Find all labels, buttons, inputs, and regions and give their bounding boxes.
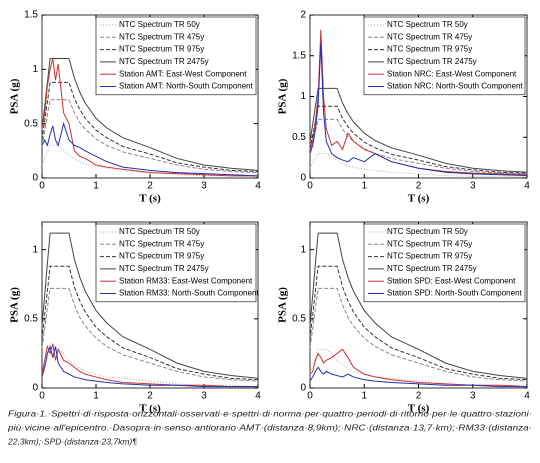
y-tick-label: 2	[300, 10, 306, 21]
x-axis-label: T (s)	[139, 193, 161, 205]
y-axis-label: PSA (g)	[277, 287, 289, 323]
y-tick-label: 0	[32, 173, 38, 184]
y-tick-label: 1	[32, 64, 38, 75]
y-tick-label: 0.5	[292, 313, 306, 324]
legend-label: Station RM33: North-South Component	[119, 289, 259, 298]
x-tick-label: 2	[416, 181, 422, 192]
x-tick-label: 0	[307, 181, 313, 192]
x-tick-label: 3	[470, 181, 476, 192]
x-tick-label: 1	[93, 391, 99, 402]
series-line	[309, 366, 527, 388]
series-line	[41, 58, 258, 177]
y-tick-label: 0.5	[24, 118, 38, 129]
y-tick-label: 1	[300, 244, 306, 255]
y-tick-label: 0.5	[24, 313, 38, 324]
legend-label: Station RM33: East-West Component	[119, 276, 253, 285]
legend-label: Station AMT: North-South Component	[119, 82, 254, 91]
x-tick-label: 4	[255, 181, 261, 192]
legend-box	[363, 223, 526, 303]
legend-label: NTC Spectrum TR 2475y	[119, 57, 209, 66]
legend-label: NTC Spectrum TR 50y	[387, 20, 468, 29]
legend-label: NTC Spectrum TR 475y	[119, 32, 204, 41]
series-line	[41, 348, 259, 388]
series-line	[41, 344, 258, 388]
x-tick-label: 3	[201, 391, 207, 402]
legend-label: NTC Spectrum TR 50y	[119, 20, 200, 29]
series-line	[309, 287, 528, 382]
legend-label: NTC Spectrum TR 2475y	[387, 57, 477, 66]
y-axis-label: PSA (g)	[9, 287, 21, 323]
legend-label: NTC Spectrum TR 975y	[387, 252, 472, 261]
legend-label: NTC Spectrum TR 2475y	[119, 264, 209, 273]
legend-label: NTC Spectrum TR 50y	[387, 227, 468, 236]
series-line	[309, 265, 528, 381]
y-tick-label: 0	[300, 383, 306, 394]
series-line	[41, 81, 259, 172]
x-tick-label: 0	[39, 391, 45, 402]
series-line	[309, 105, 528, 174]
legend-label: NTC Spectrum TR 50y	[119, 227, 200, 236]
caption-line: più·vicine·all'epicentro.·Dasopra·in·sen…	[7, 422, 532, 432]
y-tick-label: 0.5	[292, 132, 306, 143]
caption-line: Figura·1.·Spettri·di·risposta·orizzontal…	[8, 408, 532, 418]
y-axis-label: PSA (g)	[277, 78, 289, 114]
x-tick-label: 1	[93, 181, 99, 192]
legend-label: NTC Spectrum TR 975y	[387, 45, 472, 54]
x-tick-label: 2	[147, 181, 153, 192]
y-tick-label: 1	[32, 244, 38, 255]
legend-label: NTC Spectrum TR 975y	[119, 252, 204, 261]
x-tick-label: 4	[255, 391, 261, 402]
legend-label: Station AMT: East-West Component	[119, 69, 247, 78]
x-tick-label: 1	[361, 391, 367, 402]
x-tick-label: 2	[416, 391, 422, 402]
series-line	[309, 232, 528, 379]
legend-label: NTC Spectrum TR 475y	[387, 32, 472, 41]
series-line	[309, 43, 528, 177]
y-tick-label: 0	[32, 383, 38, 394]
series-line	[41, 121, 259, 177]
legend-label: NTC Spectrum TR 2475y	[387, 264, 477, 273]
legend-label: Station SPD: North-South Component	[387, 289, 523, 298]
x-tick-label: 0	[307, 391, 313, 402]
series-line	[41, 144, 259, 178]
series-line	[41, 57, 259, 171]
legend-box	[95, 223, 257, 303]
x-tick-label: 4	[524, 391, 530, 402]
series-line	[41, 99, 259, 174]
series-line	[41, 265, 259, 381]
legend-label: Station NRC: East-West Component	[387, 69, 517, 78]
caption-line: 22,3km);·SPD·(distanza·23,7km)¶	[7, 436, 137, 446]
x-tick-label: 1	[361, 181, 367, 192]
x-tick-label: 4	[524, 181, 530, 192]
x-tick-label: 2	[147, 391, 153, 402]
y-axis-label: PSA (g)	[9, 78, 21, 114]
legend-box	[363, 16, 526, 96]
y-tick-label: 0	[300, 173, 306, 184]
y-tick-label: 1.5	[292, 50, 306, 61]
y-tick-label: 1	[300, 91, 306, 102]
legend-label: NTC Spectrum TR 475y	[387, 239, 472, 248]
series-line	[41, 232, 259, 379]
x-axis-label: T (s)	[139, 403, 161, 415]
series-line	[309, 348, 528, 388]
legend-label: NTC Spectrum TR 975y	[119, 45, 204, 54]
x-tick-label: 0	[39, 181, 45, 192]
series-line	[41, 287, 259, 382]
legend-box	[95, 16, 257, 96]
x-axis-label: T (s)	[408, 403, 430, 415]
series-line	[309, 118, 528, 175]
legend-label: Station NRC: North-South Component	[387, 82, 523, 91]
x-tick-label: 3	[201, 181, 207, 192]
x-tick-label: 3	[470, 391, 476, 402]
legend-label: Station SPD: East-West Component	[387, 276, 516, 285]
legend-label: NTC Spectrum TR 475y	[119, 239, 204, 248]
x-axis-label: T (s)	[408, 193, 430, 205]
y-tick-label: 1.5	[24, 10, 38, 21]
